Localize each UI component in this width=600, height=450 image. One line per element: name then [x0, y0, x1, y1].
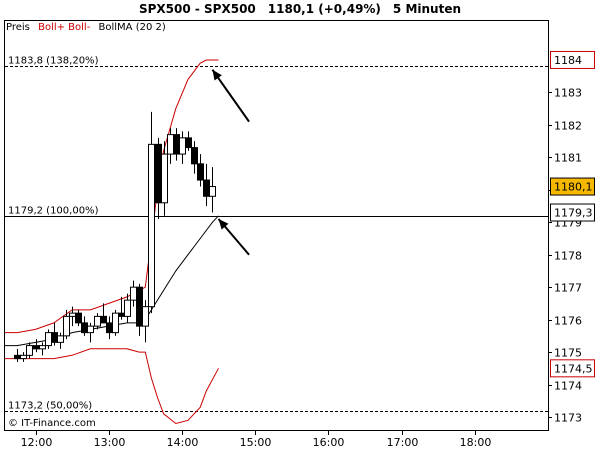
annotation-arrow-0	[211, 69, 250, 123]
legend-item-bollma: BollMA (20 2)	[98, 22, 166, 33]
y-tick-label-4: 1177	[554, 282, 582, 295]
plot-frame	[4, 20, 549, 431]
candle-14	[100, 303, 107, 324]
symbol-label: SPX500 - SPX500	[138, 2, 256, 16]
y-tick-label-1: 1174	[554, 380, 582, 393]
candle-29	[191, 141, 198, 174]
price-badge-0: 1184	[550, 50, 595, 69]
candle-15	[106, 316, 113, 340]
boll-upper-line	[5, 59, 219, 334]
candle-17	[118, 296, 125, 320]
y-tick-label-3: 1176	[554, 315, 582, 328]
level-label-1: 1179,2 (100,00%)	[8, 206, 99, 217]
candle-26	[173, 128, 180, 161]
candle-28	[185, 131, 192, 151]
candle-1	[20, 352, 27, 362]
price-badge-3: 1174,5	[550, 359, 595, 378]
y-tick-label-9: 1182	[554, 120, 582, 133]
x-tick-label-0: 12:00	[21, 436, 53, 449]
svg-text:1180,1: 1180,1	[554, 181, 593, 194]
price-badge-2: 1179,3	[550, 203, 595, 222]
candle-31	[203, 163, 210, 207]
interval-label: 5 Minuten	[392, 2, 462, 16]
price-badge-1: 1180,1	[550, 177, 595, 196]
candle-3	[33, 339, 40, 353]
svg-text:1179,3: 1179,3	[554, 207, 593, 220]
svg-text:1184: 1184	[554, 54, 582, 67]
legend-item-boll: Boll+ Boll-	[38, 22, 91, 33]
x-tick-label-2: 14:00	[167, 436, 199, 449]
x-tick-label-3: 15:00	[240, 436, 272, 449]
candle-4	[39, 342, 46, 356]
candle-18	[124, 293, 131, 323]
watermark: © IT-Finance.com	[8, 418, 96, 429]
candle-23	[155, 137, 162, 220]
candle-24	[161, 141, 168, 216]
annotation-arrow-1	[217, 218, 250, 256]
candle-16	[112, 309, 119, 336]
boll-lower-line	[5, 348, 219, 425]
candle-6	[51, 322, 58, 346]
candle-32	[209, 167, 216, 213]
candle-7	[57, 332, 64, 349]
svg-text:1174,5: 1174,5	[554, 362, 593, 375]
legend: Preis Boll+ Boll- BollMA (20 2)	[6, 22, 171, 33]
candle-2	[26, 342, 33, 359]
candle-11	[81, 316, 88, 336]
candle-5	[45, 329, 52, 349]
level-label-0: 1183,8 (138,20%)	[8, 56, 99, 67]
candle-27	[179, 131, 186, 164]
candle-30	[197, 154, 204, 187]
candle-10	[75, 309, 82, 327]
level-label-2: 1173,2 (50,00%)	[8, 401, 92, 412]
x-tick-label-6: 18:00	[460, 436, 492, 449]
y-tick-label-10: 1183	[554, 87, 582, 100]
y-tick-label-5: 1178	[554, 250, 582, 263]
candle-20	[136, 283, 143, 336]
candle-0	[14, 348, 21, 362]
x-tick-label-5: 17:00	[387, 436, 419, 449]
y-tick-label-0: 1173	[554, 412, 582, 425]
legend-item-price: Preis	[6, 22, 30, 33]
y-tick-label-8: 1181	[554, 152, 582, 165]
candle-8	[63, 309, 70, 340]
candle-12	[87, 322, 94, 343]
price-label: 1180,1 (+0,49%)	[267, 2, 381, 16]
candle-19	[130, 280, 137, 307]
chart-header: SPX500 - SPX500 1180,1 (+0,49%) 5 Minuten	[0, 2, 600, 16]
x-tick-label-1: 13:00	[94, 436, 126, 449]
y-tick-label-2: 1175	[554, 347, 582, 360]
candle-13	[94, 313, 101, 330]
candle-21	[142, 300, 149, 343]
x-tick-label-4: 16:00	[313, 436, 345, 449]
candle-22	[148, 111, 155, 314]
